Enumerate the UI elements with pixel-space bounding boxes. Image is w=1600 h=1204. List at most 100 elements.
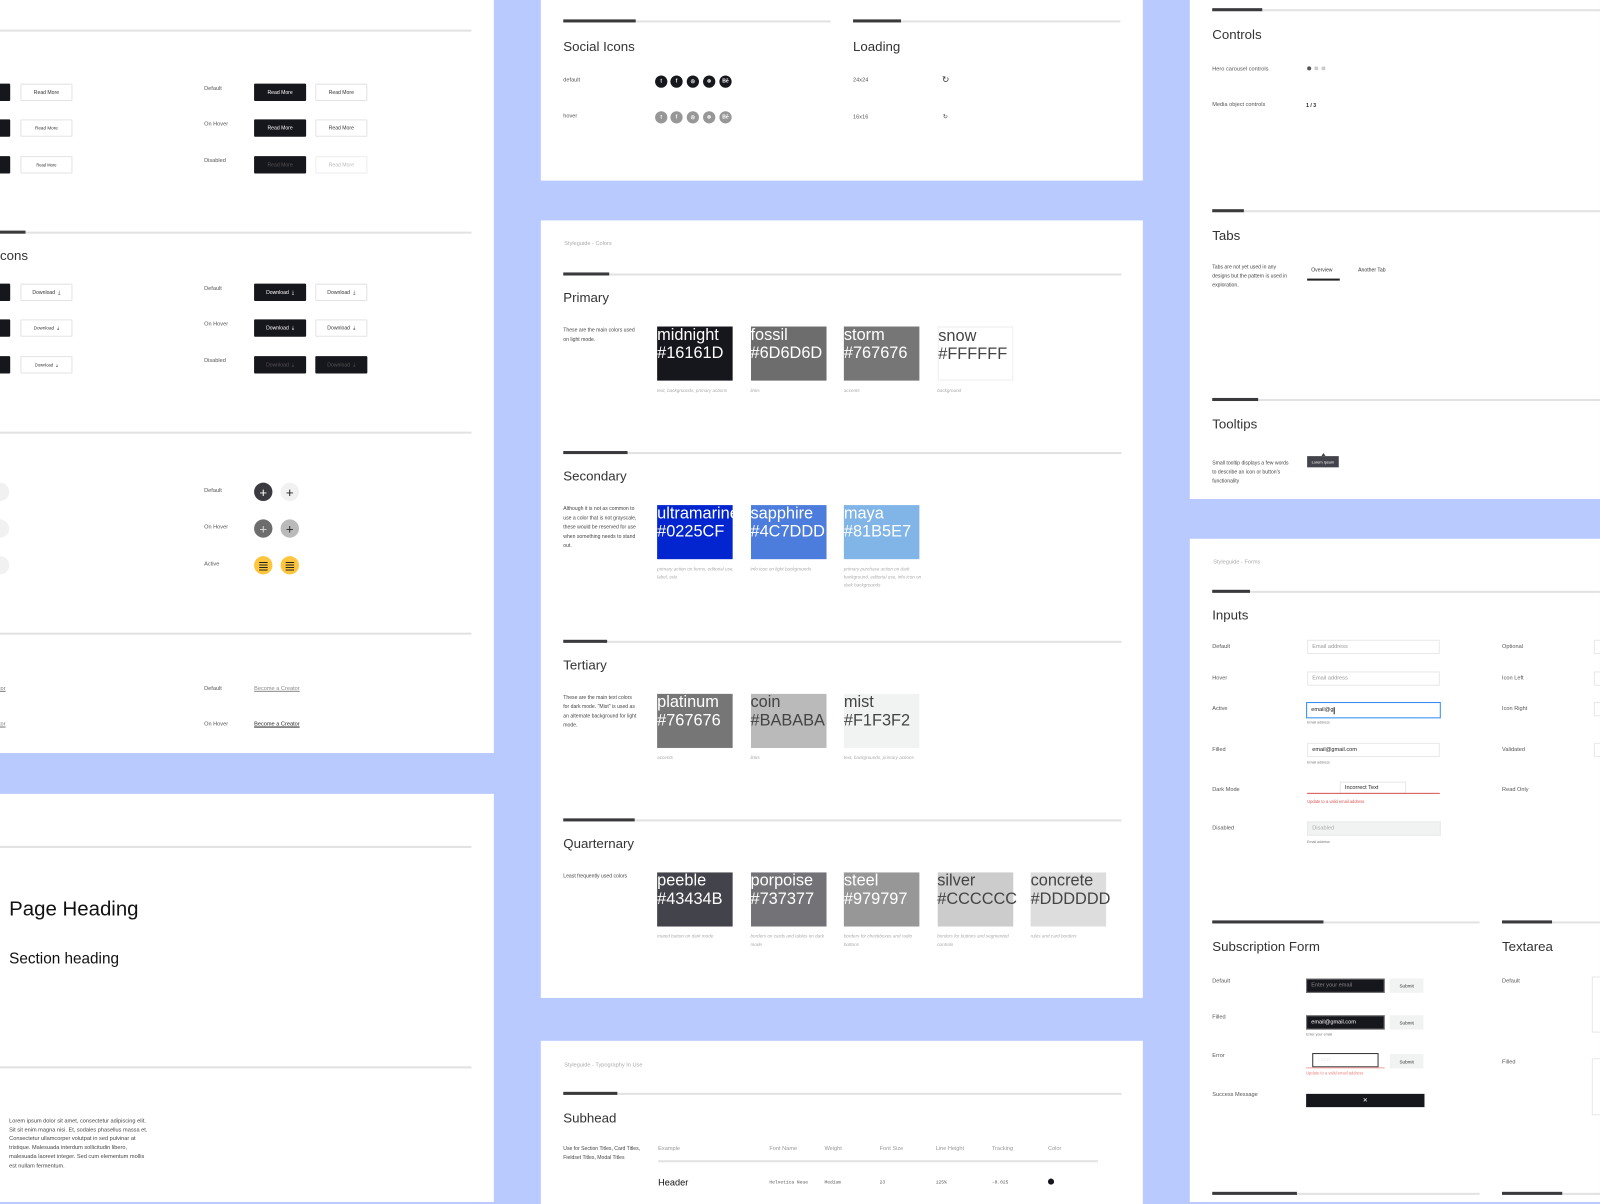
download-outline-button[interactable]: Download ⤓ bbox=[20, 356, 73, 374]
forms-panel: Styleguide - Forms Inputs Default Hover Ac… bbox=[1189, 538, 1600, 1203]
plus-icon[interactable]: + bbox=[254, 482, 273, 502]
read-more-outline-button[interactable]: Read More bbox=[315, 156, 368, 174]
read-more-outline-button[interactable]: Read More bbox=[20, 83, 73, 102]
download-icon: ⤓ bbox=[57, 325, 60, 331]
section-rule bbox=[1502, 920, 1600, 924]
facebook-icon[interactable]: f bbox=[670, 111, 683, 124]
email-input-default[interactable]: Email address bbox=[1307, 639, 1440, 655]
download-button[interactable] bbox=[0, 319, 11, 337]
error-underline bbox=[1306, 1067, 1385, 1069]
become-creator-link[interactable]: tor bbox=[0, 685, 6, 692]
download-button[interactable]: Download ⤓ bbox=[315, 356, 368, 374]
icon-right-input[interactable] bbox=[1593, 702, 1600, 717]
behance-icon[interactable]: Bē bbox=[719, 111, 732, 124]
become-creator-link[interactable]: Become a Creator bbox=[254, 721, 300, 728]
swatch-usage: accents bbox=[657, 755, 673, 761]
dribbble-icon[interactable]: ⊛ bbox=[703, 111, 716, 124]
swatch-usage: primary purchase action on dark backgrou… bbox=[843, 566, 922, 588]
typography-sample-panel: Page Heading Section heading Lorem ipsum… bbox=[0, 793, 494, 1203]
submit-button[interactable]: Submit bbox=[1389, 978, 1424, 993]
column-header: Color bbox=[1047, 1145, 1062, 1153]
divider bbox=[0, 29, 472, 32]
swatch-hex: #0225CF bbox=[657, 523, 725, 541]
read-more-outline-button[interactable]: Read More bbox=[315, 83, 368, 102]
email-input-hover[interactable]: Email address bbox=[1307, 671, 1440, 686]
dribbble-icon[interactable]: ⊛ bbox=[703, 75, 716, 88]
helper-text: Enter your email bbox=[1306, 1032, 1333, 1037]
plus-icon[interactable]: + bbox=[280, 519, 299, 538]
read-more-outline-button[interactable]: Read More bbox=[315, 119, 368, 137]
read-more-button[interactable]: Read More bbox=[254, 119, 307, 137]
carousel-dot[interactable] bbox=[1314, 66, 1319, 71]
tab-another[interactable]: Another Tab bbox=[1358, 267, 1386, 274]
download-button[interactable]: Download ⤓ bbox=[254, 319, 307, 337]
swatch-name: fossil bbox=[750, 326, 788, 344]
checklist-icon[interactable]: ≣ bbox=[280, 556, 299, 575]
read-more-outline-button[interactable]: Read More bbox=[20, 156, 73, 174]
carousel-dot[interactable] bbox=[1321, 66, 1326, 71]
swatch-name: porpoise bbox=[750, 872, 814, 890]
swatch-name: maya bbox=[843, 505, 884, 523]
download-button[interactable] bbox=[0, 356, 11, 374]
tooltip-arrow bbox=[1321, 453, 1326, 457]
download-button[interactable]: Download ⤓ bbox=[254, 283, 307, 302]
color-swatch-concrete: concrete #DDDDDD bbox=[1030, 872, 1110, 927]
tab-overview[interactable]: Overview bbox=[1311, 267, 1333, 274]
read-more-button[interactable]: Read More bbox=[254, 83, 307, 102]
become-creator-link[interactable]: Become a Creator bbox=[254, 685, 300, 692]
textarea-default[interactable] bbox=[1591, 976, 1600, 1033]
subscribe-email-input-error[interactable]: Label bbox=[1312, 1053, 1379, 1068]
input-state-label: Disabled bbox=[1212, 825, 1235, 832]
textarea-filled[interactable] bbox=[1591, 1058, 1600, 1116]
state-label: On Hover bbox=[204, 524, 229, 531]
optional-input[interactable] bbox=[1593, 639, 1600, 655]
become-creator-link[interactable]: tor bbox=[0, 721, 6, 728]
instagram-icon[interactable]: ◎ bbox=[686, 75, 699, 88]
typography-panel: Styleguide - Typography In Use Subhead U… bbox=[540, 1040, 1143, 1204]
read-more-button[interactable] bbox=[0, 156, 11, 174]
swatch-hex: #979797 bbox=[843, 890, 908, 909]
media-counter: 1 / 3 bbox=[1306, 103, 1317, 110]
plus-icon[interactable]: + bbox=[254, 519, 273, 538]
add-circle-button[interactable] bbox=[0, 482, 10, 502]
submit-button[interactable]: Submit bbox=[1389, 1015, 1424, 1030]
download-button[interactable]: Download ⤓ bbox=[254, 356, 307, 374]
twitter-icon[interactable]: t bbox=[655, 111, 668, 124]
add-circle-button[interactable] bbox=[0, 519, 10, 538]
email-input-active[interactable]: email@g bbox=[1306, 702, 1441, 719]
email-input-filled[interactable]: email@gmail.com bbox=[1307, 742, 1440, 758]
section-heading: Section heading bbox=[9, 949, 119, 968]
read-more-button[interactable]: Read More bbox=[254, 156, 307, 174]
subscribe-email-input-filled[interactable]: email@gmail.com bbox=[1306, 1015, 1385, 1030]
state-label: hover bbox=[563, 113, 578, 120]
subscribe-email-input[interactable]: Enter your email bbox=[1306, 978, 1385, 993]
facebook-icon[interactable]: f bbox=[670, 75, 683, 88]
instagram-icon[interactable]: ◎ bbox=[686, 111, 699, 124]
swatch-usage: info icon on light backgrounds bbox=[750, 566, 812, 572]
behance-icon[interactable]: Bē bbox=[719, 75, 732, 88]
download-icon: ⤓ bbox=[58, 289, 61, 296]
download-outline-button[interactable]: Download ⤓ bbox=[20, 283, 73, 302]
plus-icon[interactable]: + bbox=[280, 482, 299, 502]
download-button[interactable]: Download ⤓ bbox=[315, 319, 368, 337]
read-more-button[interactable] bbox=[0, 119, 11, 137]
download-icon: ⤓ bbox=[291, 324, 295, 332]
hero-label: Hero carousel controls bbox=[1212, 66, 1269, 73]
download-button[interactable] bbox=[0, 283, 11, 302]
color-group-title: Primary bbox=[563, 289, 609, 306]
swatch-usage: accents bbox=[843, 387, 860, 393]
download-outline-button[interactable]: Download ⤓ bbox=[20, 319, 73, 337]
add-circle-button[interactable] bbox=[0, 556, 10, 575]
read-more-button[interactable] bbox=[0, 83, 11, 102]
subscription-state-label: Filled bbox=[1212, 1014, 1226, 1021]
carousel-dot-active[interactable] bbox=[1307, 66, 1312, 71]
inputs-title: Inputs bbox=[1212, 607, 1249, 623]
icon-left-input[interactable] bbox=[1593, 671, 1600, 686]
checklist-icon[interactable]: ≣ bbox=[254, 556, 273, 575]
read-more-outline-button[interactable]: Read More bbox=[20, 119, 73, 137]
download-button[interactable]: Download ⤓ bbox=[315, 283, 368, 302]
validated-input[interactable] bbox=[1593, 742, 1600, 758]
submit-button[interactable]: Submit bbox=[1389, 1054, 1424, 1069]
twitter-icon[interactable]: t bbox=[655, 75, 668, 88]
